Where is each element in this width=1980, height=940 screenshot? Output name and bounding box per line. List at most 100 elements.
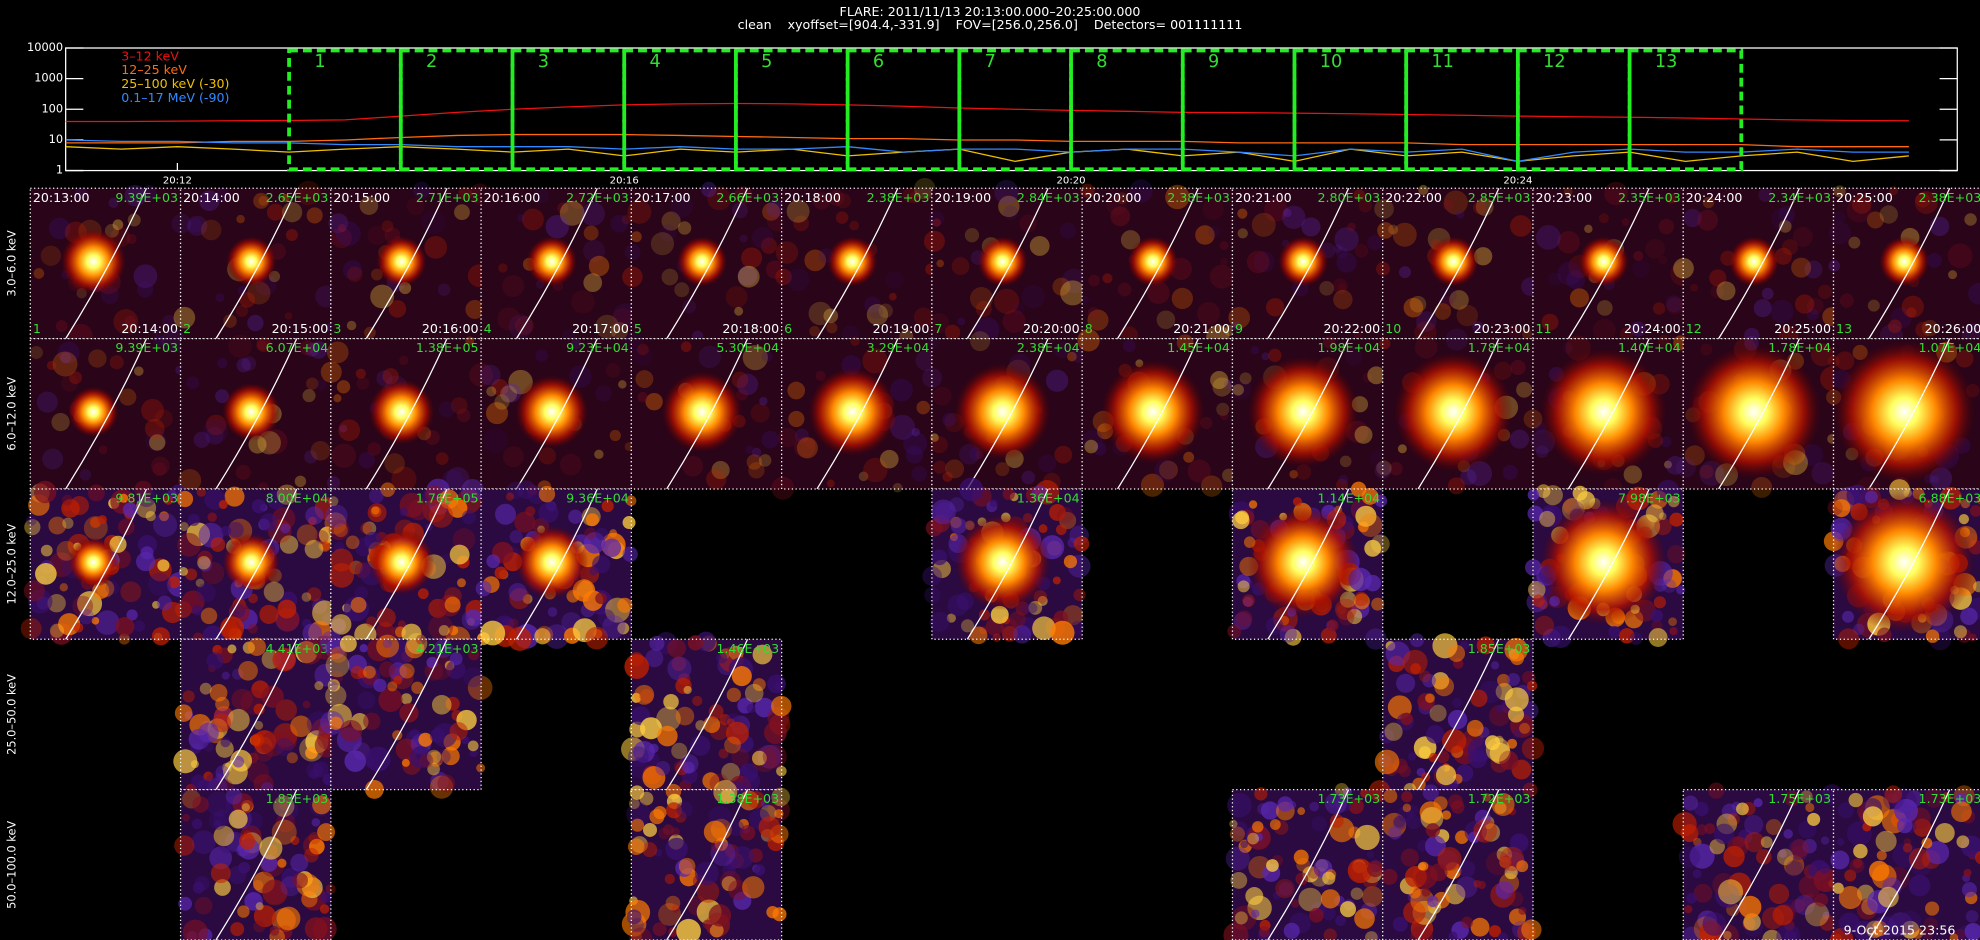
image-texture [1026,602,1038,614]
start-time: 20:17:00 [634,190,691,205]
image-texture [290,715,312,738]
solar-limb [1267,338,1350,490]
image-texture [1230,872,1248,889]
image-texture [774,682,783,691]
image-texture [400,693,413,705]
image-texture [238,660,258,681]
peak-value: 2.72E+03 [566,190,629,205]
image-texture [476,763,486,773]
image-texture [702,919,713,929]
image-texture [209,846,233,870]
image-texture [1376,460,1392,476]
image-texture [1768,883,1790,905]
solar-limb [65,488,148,640]
image-texture [1248,500,1258,509]
peak-value: 5.30E+04 [716,340,779,355]
image-texture [1434,303,1452,320]
image-texture [339,635,357,653]
image-texture [255,902,264,911]
image-texture [1376,261,1391,276]
image-texture [253,920,266,933]
image-texture [1668,495,1680,508]
image-texture [1293,849,1309,865]
image-texture [618,380,627,389]
image-cell: 1.75E+03 [1672,782,1843,940]
image-texture [1237,228,1248,239]
image-texture [1254,832,1263,842]
image-texture [538,485,556,503]
image-texture [671,742,688,760]
image-cell: 1.46E+03 [621,631,792,798]
end-time: 20:17:00 [572,321,629,336]
image-texture [406,197,425,216]
peak-value: 2.38E+03 [1919,190,1980,205]
image-texture [803,436,816,448]
image-texture [775,241,799,264]
image-texture [1458,860,1476,878]
image-texture [437,774,456,793]
image-cell: 4.21E+03 [319,630,493,799]
image-texture [1455,876,1478,898]
image-texture [626,909,642,925]
image-texture [272,507,296,531]
image-texture [1332,278,1348,294]
image-texture [333,523,348,538]
start-time: 20:16:00 [484,190,541,205]
image-texture [269,925,280,936]
image-texture [1694,801,1709,817]
image-texture [1516,860,1529,873]
image-texture [1557,261,1582,286]
image-texture [502,446,525,468]
image-texture [595,314,619,339]
solar-limb [1417,639,1500,790]
cell-border [29,488,182,640]
image-texture [227,708,250,732]
image-texture [1093,442,1107,456]
image-texture [665,895,681,911]
image-texture [1398,266,1412,279]
image-texture [115,617,135,637]
subtitle: clean xyoffset=[904.4,-331.9] FOV=[256.0… [738,17,1243,32]
end-time: 20:24:00 [1624,321,1681,336]
image-texture [294,475,307,488]
image-texture [1283,922,1300,939]
image-texture [741,247,763,269]
image-texture [1087,307,1100,319]
image-texture [602,538,622,558]
image-texture [48,516,67,535]
image-texture [350,597,367,613]
image-texture [367,225,387,246]
peak-value: 1.46E+03 [716,641,779,656]
image-texture [629,927,653,940]
image-texture [1309,907,1324,923]
source-blob [808,367,897,457]
source-blob [1277,236,1329,287]
peak-value: 2.65E+03 [266,190,329,205]
image-texture [1906,307,1917,318]
peak-value: 2.38E+03 [1167,190,1230,205]
image-texture [911,427,920,437]
image-texture [391,466,417,492]
image-texture [1116,192,1128,204]
image-texture [1021,284,1046,309]
image-texture [1804,260,1823,279]
image-texture [1362,886,1383,907]
image-texture [1019,214,1038,233]
image-texture [1790,839,1809,858]
image-texture [1240,840,1249,849]
image-texture [1837,802,1855,819]
interval-box [622,48,738,172]
image-texture [1751,476,1773,498]
image-texture [1934,823,1955,843]
image-texture [1224,325,1236,336]
image-texture [1362,372,1373,383]
image-texture [208,811,227,831]
end-time: 20:25:00 [1774,321,1831,336]
image-texture [1536,225,1561,250]
image-texture [250,733,265,747]
image-texture [1422,673,1437,688]
image-texture [338,419,361,442]
image-texture [304,450,318,464]
image-texture [73,622,84,633]
image-texture [1154,459,1177,482]
